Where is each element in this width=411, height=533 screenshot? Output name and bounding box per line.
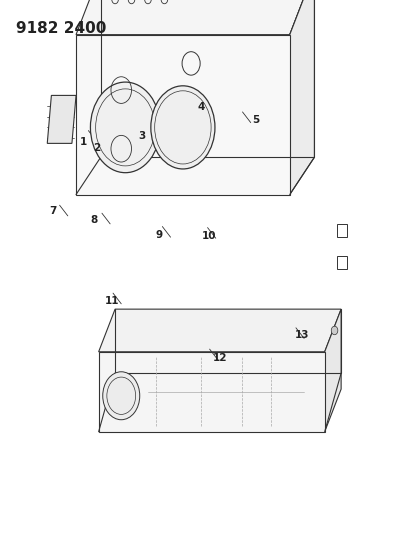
Text: 12: 12 (212, 353, 227, 363)
Text: 4: 4 (198, 102, 205, 111)
Text: 13: 13 (295, 330, 309, 340)
Text: 8: 8 (90, 215, 97, 224)
Text: 9182 2400: 9182 2400 (16, 21, 107, 36)
Circle shape (331, 326, 338, 335)
Text: 3: 3 (138, 131, 145, 141)
Polygon shape (76, 35, 290, 195)
Text: 1: 1 (80, 138, 88, 147)
Polygon shape (47, 95, 76, 143)
Text: 7: 7 (49, 206, 56, 215)
Circle shape (90, 82, 160, 173)
Text: 11: 11 (104, 296, 119, 306)
Text: 10: 10 (201, 231, 216, 240)
Polygon shape (325, 309, 341, 432)
Polygon shape (76, 0, 314, 35)
Circle shape (151, 86, 215, 169)
Text: 5: 5 (252, 115, 260, 125)
Text: 9: 9 (156, 230, 163, 239)
Polygon shape (290, 0, 314, 195)
Polygon shape (290, 0, 314, 195)
Circle shape (103, 372, 140, 420)
Polygon shape (99, 309, 341, 352)
Polygon shape (99, 352, 325, 432)
Text: 2: 2 (93, 143, 100, 153)
